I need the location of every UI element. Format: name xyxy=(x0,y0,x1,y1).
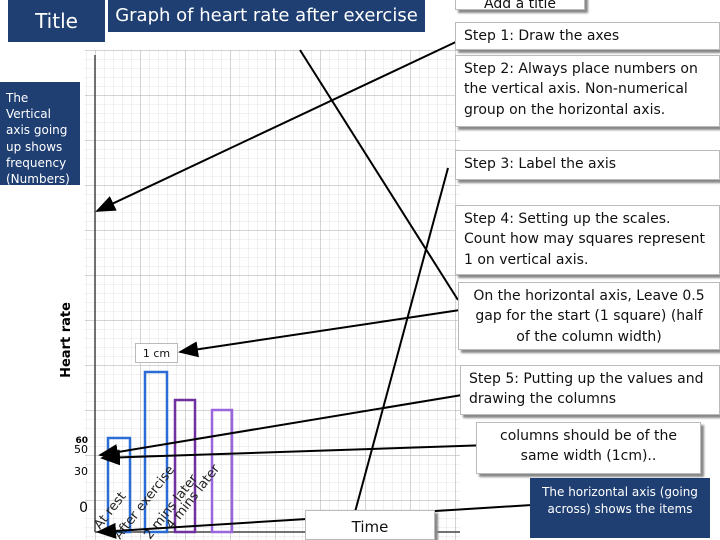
column xyxy=(106,436,132,534)
horizontal-note: The horizontal axis (going across) shows… xyxy=(530,478,710,538)
column xyxy=(210,408,234,534)
y-axis-label: Heart rate xyxy=(59,302,74,378)
column xyxy=(143,370,169,534)
scale-note: 1 cm xyxy=(135,343,178,363)
y-number: 60 xyxy=(75,436,88,446)
y-number: 50 xyxy=(74,443,88,456)
step: Step 2: Always place numbers on the vert… xyxy=(455,55,720,127)
vertical-note: The Vertical axis going up shows frequen… xyxy=(0,82,80,186)
add-title: Add a title xyxy=(455,0,585,12)
y-number: 0 xyxy=(79,500,88,516)
grid xyxy=(85,50,460,540)
arrows xyxy=(95,39,533,539)
column xyxy=(173,398,197,534)
step: Step 5: Putting up the values and drawin… xyxy=(460,365,720,415)
y-number: 30 xyxy=(74,465,88,478)
step: Step 4: Setting up the scales. Count how… xyxy=(455,205,720,275)
step: Step 1: Draw the axes xyxy=(455,22,720,50)
step: On the horizontal axis, Leave 0.5 gap fo… xyxy=(458,282,720,350)
step: columns should be of the same width (1cm… xyxy=(476,422,701,474)
step: Step 3: Label the axis xyxy=(455,150,720,180)
title-box: Title xyxy=(8,0,105,42)
graph-title: Graph of heart rate after exercise xyxy=(108,0,425,32)
x-axis-label: Time xyxy=(305,510,435,540)
